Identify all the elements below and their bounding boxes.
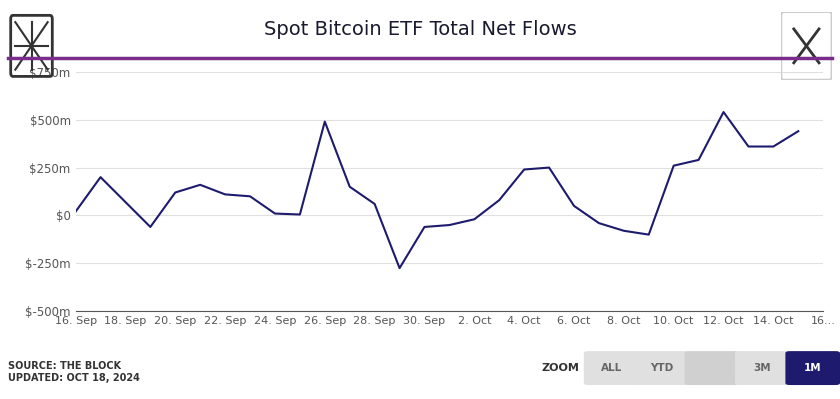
Text: ALL: ALL	[601, 363, 622, 373]
Text: YTD: YTD	[650, 363, 673, 373]
Text: 1M: 1M	[804, 363, 822, 373]
Text: Spot Bitcoin ETF Total Net Flows: Spot Bitcoin ETF Total Net Flows	[264, 20, 576, 39]
Text: 3M: 3M	[753, 363, 771, 373]
Text: SOURCE: THE BLOCK
UPDATED: OCT 18, 2024: SOURCE: THE BLOCK UPDATED: OCT 18, 2024	[8, 361, 140, 383]
Text: ZOOM: ZOOM	[542, 363, 580, 373]
